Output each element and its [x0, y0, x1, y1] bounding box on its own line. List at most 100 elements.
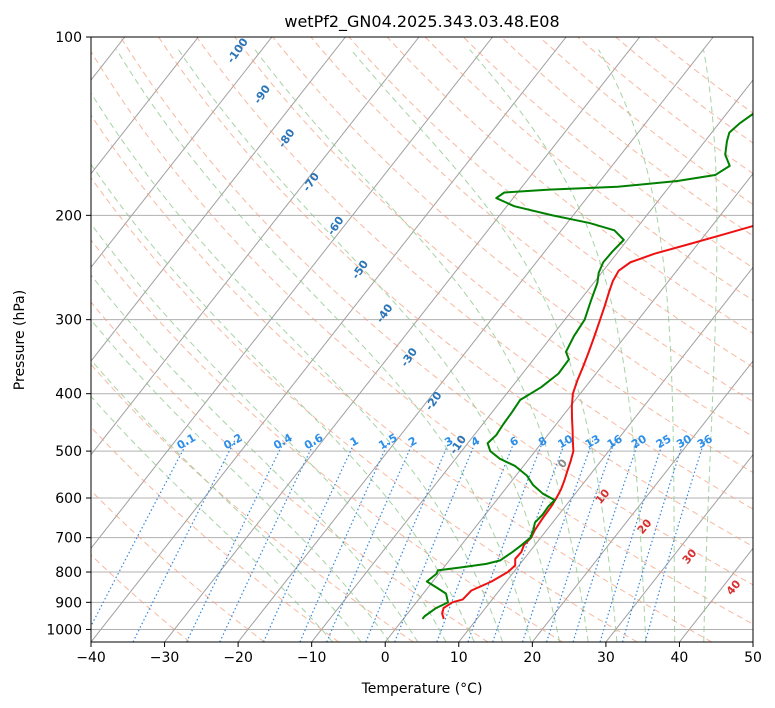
mixing-ratio-label: 2: [406, 434, 419, 449]
mixing-ratio-line: [492, 440, 567, 642]
isotherm-line: [91, 37, 493, 550]
dry-adiabat-line: [310, 37, 753, 403]
dry-adiabat-line: [234, 37, 753, 474]
chart-title: wetPf2_GN04.2025.343.03.48.E08: [284, 12, 559, 32]
mixing-ratio-label: 0.1: [175, 431, 198, 452]
y-tick-label: 400: [55, 387, 82, 403]
dry-adiabat-line: [91, 176, 638, 642]
y-tick-label: 500: [55, 444, 82, 460]
isotherm-line: [311, 79, 753, 642]
dry-adiabat-line: [91, 301, 489, 642]
moist-adiabat-line: [254, 49, 589, 642]
y-tick-label: 300: [55, 313, 82, 329]
moist-adiabat-line: [91, 223, 447, 642]
moist-adiabat-line: [91, 274, 419, 642]
mixing-ratio-line: [91, 440, 189, 628]
curve-labels: -100-90-80-70-60-50-40-30-20-100.1 0.2 0.4…: [175, 35, 744, 597]
moist-adiabat-line: [91, 319, 390, 642]
mixing-ratio-label: 1: [348, 434, 361, 449]
mixing-ratio-line: [621, 440, 685, 642]
isotherm-line: [384, 172, 753, 642]
isotherm-line: [164, 37, 641, 642]
dry-adiabat-line: [196, 37, 753, 510]
y-tick-label: 700: [55, 531, 82, 547]
y-tick-label: 200: [55, 208, 82, 224]
isotherm-line: [752, 641, 753, 642]
dry-adiabat-label: -80: [276, 126, 298, 150]
dry-adiabat-line: [539, 37, 753, 206]
moist-adiabat-label: 30: [680, 546, 700, 566]
x-axis-label: Temperature (°C): [361, 681, 483, 697]
x-tick-label: 20: [523, 650, 541, 666]
x-tick-label: 50: [744, 650, 762, 666]
mixing-ratio-label: 13: [583, 432, 603, 451]
dry-adiabat-line: [91, 363, 414, 642]
mixing-ratio-line: [186, 440, 285, 642]
mixing-ratio-label: 1.5: [376, 431, 399, 452]
dry-adiabat-line: [91, 489, 265, 642]
mixing-ratio-line: [546, 440, 616, 642]
dry-adiabat-line: [91, 426, 340, 642]
moist-adiabat-line: [116, 49, 532, 642]
dry-adiabat-line: [424, 37, 753, 301]
mixing-ratio-label: 0.2: [221, 431, 244, 452]
moist-adiabat-line: [91, 92, 504, 642]
x-axis-ticks: −40 −30 −20 −10 0 10 20 30 40 50: [76, 642, 762, 666]
mixing-ratio-line: [132, 440, 236, 642]
x-tick-label: 30: [597, 650, 615, 666]
isotherm-line: [458, 266, 753, 642]
mixing-ratio-line: [644, 440, 706, 642]
mixing-ratio-line: [599, 440, 665, 642]
moist-adiabat-line: [91, 359, 362, 642]
mixing-ratio-line: [365, 440, 451, 642]
dewpoint-profile: [421, 112, 753, 620]
dry-adiabat-line: [91, 114, 713, 642]
dry-adiabat-label: -70: [300, 170, 322, 194]
dry-adiabat-line: [386, 37, 753, 334]
x-tick-label: 0: [381, 650, 390, 666]
dry-adiabat-label: -30: [398, 345, 420, 369]
x-tick-label: −10: [297, 650, 327, 666]
moist-adiabat-line: [703, 49, 718, 642]
dry-adiabat-line: [158, 37, 753, 548]
dry-adiabat-label: -90: [251, 82, 273, 106]
isotherm-line: [91, 37, 273, 269]
x-tick-label: −30: [150, 650, 180, 666]
mixing-ratio-line: [299, 440, 390, 642]
mixing-ratio-label: 25: [654, 432, 674, 451]
dry-adiabat-line: [91, 50, 753, 625]
mixing-ratio-label: 6: [508, 434, 521, 449]
dry-adiabat-line: [91, 554, 190, 642]
moist-adiabat-line: [598, 49, 676, 642]
isotherm-line: [605, 453, 753, 642]
isotherm-line: [531, 360, 753, 642]
isotherm-line: [91, 37, 567, 642]
isotherm-line: [237, 37, 714, 642]
dry-adiabat-label: -20: [423, 389, 445, 413]
temperature-profile: [441, 224, 753, 620]
x-tick-label: −20: [223, 650, 253, 666]
dry-adiabat-line: [91, 239, 563, 642]
mixing-ratio-line: [262, 440, 357, 642]
moist-adiabat-label: 10: [593, 486, 613, 506]
mixing-ratio-line: [572, 440, 640, 642]
x-tick-label: 10: [450, 650, 468, 666]
background-lines: [91, 37, 753, 642]
x-tick-label: 40: [671, 650, 689, 666]
dry-adiabat-line: [120, 37, 753, 586]
y-tick-label: 100: [55, 30, 82, 46]
dry-adiabat-label: -60: [325, 214, 347, 238]
dry-adiabat-line: [348, 37, 753, 368]
x-tick-label: −40: [76, 650, 106, 666]
moist-adiabat-label: 40: [724, 577, 744, 597]
y-axis-ticks: 100 200 300 400 500 600 700 800 900 1000: [46, 30, 91, 638]
y-tick-label: 900: [55, 595, 82, 611]
mixing-ratio-line: [467, 440, 544, 642]
y-tick-label: 800: [55, 565, 82, 581]
dry-adiabat-label: -100: [224, 35, 251, 65]
plot-frame: [90, 36, 754, 643]
y-tick-label: 600: [55, 491, 82, 507]
profile-lines: [421, 112, 753, 620]
mixing-ratio-line: [326, 440, 415, 642]
